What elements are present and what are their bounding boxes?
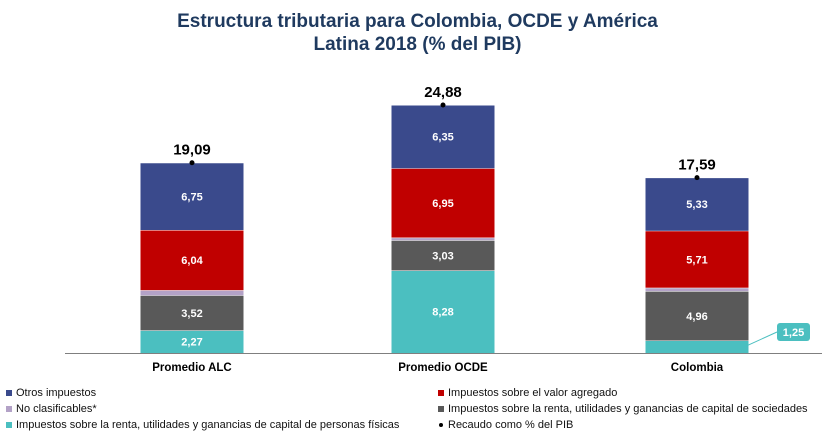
- bar-segment: [140, 330, 244, 353]
- legend-swatch: [6, 406, 12, 412]
- bar-segment: [645, 230, 749, 288]
- data-label: 5,33: [686, 199, 707, 211]
- legend-swatch: [438, 390, 444, 396]
- data-label: 8,28: [432, 307, 453, 319]
- chart-title: Estructura tributaria para Colombia, OCD…: [0, 10, 835, 56]
- data-label: 3,52: [181, 308, 202, 320]
- bar-segment: [645, 287, 749, 292]
- legend-swatch: [438, 406, 444, 412]
- category-label: Colombia: [671, 362, 724, 374]
- data-label: 3,03: [432, 250, 453, 262]
- total-marker: [189, 160, 195, 166]
- data-label: 6,75: [181, 191, 202, 203]
- legend-label: Impuestos sobre la renta, utilidades y g…: [16, 419, 400, 431]
- data-label: 6,95: [432, 198, 453, 210]
- bar-segment: [645, 291, 749, 341]
- legend-label: Impuestos sobre la renta, utilidades y g…: [448, 403, 808, 415]
- bar-segment: [140, 295, 244, 331]
- data-label: 4,96: [686, 311, 707, 323]
- legend-label: Recaudo como % del PIB: [448, 419, 574, 431]
- data-label: 2,27: [181, 337, 202, 349]
- legend-dot-icon: [439, 423, 443, 427]
- legend-item-iva: Impuestos sobre el valor agregado: [438, 387, 617, 399]
- legend-item-otros-impuestos: Otros impuestos: [6, 387, 96, 399]
- total-marker: [440, 102, 446, 108]
- bar-segment: [645, 177, 749, 231]
- data-label: 6,35: [432, 132, 453, 144]
- bar-segment: [391, 240, 495, 271]
- category-label: Promedio OCDE: [398, 362, 488, 374]
- data-label: 1,25: [783, 327, 804, 339]
- legend-label: No clasificables*: [16, 403, 97, 415]
- legend-item-no-clasificables: No clasificables*: [6, 403, 97, 415]
- total-label: 24,88: [424, 84, 462, 101]
- data-label: 5,71: [686, 254, 707, 266]
- legend-item-recaudo: Recaudo como % del PIB: [438, 419, 573, 431]
- legend-label: Impuestos sobre el valor agregado: [448, 387, 618, 399]
- bar-segment: [645, 340, 749, 353]
- total-marker: [694, 175, 700, 181]
- data-label: 6,04: [181, 255, 203, 267]
- legend-swatch: [6, 390, 12, 396]
- legend-item-renta-sociedades: Impuestos sobre la renta, utilidades y g…: [438, 403, 808, 415]
- bar-segment: [391, 168, 495, 238]
- legend-label: Otros impuestos: [16, 387, 97, 399]
- legend-swatch: [6, 422, 12, 428]
- legend-item-renta-personas: Impuestos sobre la renta, utilidades y g…: [6, 419, 399, 431]
- bar-segment: [140, 162, 244, 230]
- callout-leader-line: [744, 331, 778, 348]
- callout-box: [777, 323, 810, 341]
- bar-segment: [391, 270, 495, 353]
- total-label: 19,09: [173, 142, 211, 159]
- bar-segment: [140, 290, 244, 296]
- chart-title-line-1: Estructura tributaria para Colombia, OCD…: [177, 11, 658, 32]
- bar-segment: [140, 229, 244, 291]
- total-label: 17,59: [678, 157, 716, 174]
- bar-segment: [391, 237, 495, 241]
- category-label: Promedio ALC: [152, 362, 231, 374]
- bar-segment: [391, 105, 495, 169]
- chart-title-line-2: Latina 2018 (% del PIB): [313, 34, 522, 55]
